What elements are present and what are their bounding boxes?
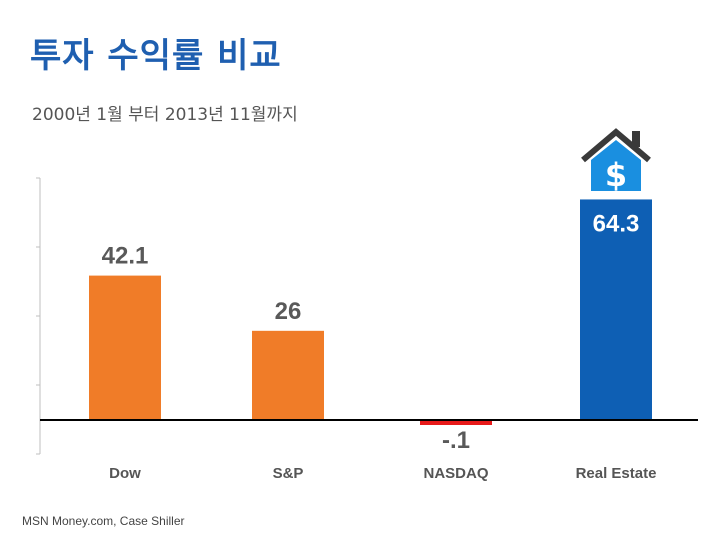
category-label: S&P — [273, 465, 304, 482]
value-label: 42.1 — [102, 243, 149, 270]
value-label: 64.3 — [593, 210, 640, 237]
bar-dow — [89, 275, 161, 420]
house-dollar-icon: $ — [581, 128, 651, 194]
category-label: NASDAQ — [423, 465, 488, 482]
bar-real-estate — [580, 199, 652, 420]
svg-text:$: $ — [605, 156, 627, 194]
category-label: Dow — [109, 465, 141, 482]
value-label: 26 — [275, 298, 302, 325]
value-label: -.1 — [442, 427, 470, 454]
bar-s-p — [252, 330, 324, 420]
bar-nasdaq — [420, 420, 492, 425]
source-note: MSN Money.com, Case Shiller — [22, 514, 185, 528]
page-title: 투자 수익률 비교 — [30, 36, 282, 76]
chart-subtitle: 2000년 1월 부터 2013년 11월까지 — [32, 105, 298, 125]
category-label: Real Estate — [576, 465, 657, 482]
